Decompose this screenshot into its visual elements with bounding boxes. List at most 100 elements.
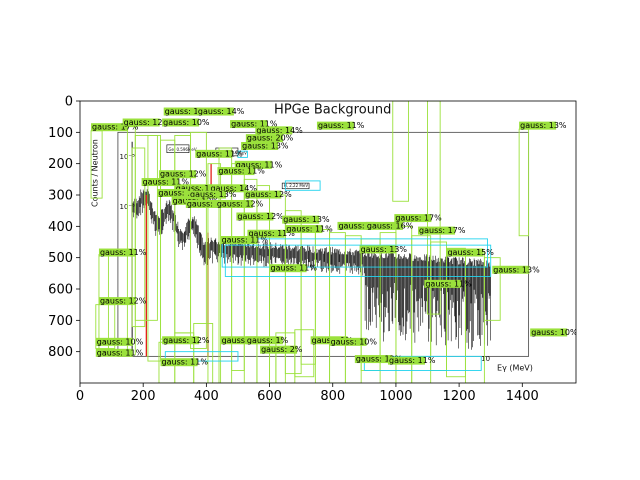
annotation-label: gauss: 12% <box>124 118 171 127</box>
annotation-label: gauss: 17% <box>395 214 442 223</box>
annotation-label-bg <box>188 190 226 199</box>
annotation-label-bg <box>230 120 268 129</box>
y-tick-label: 400 <box>48 220 73 235</box>
annotation-label: gauss: 10% <box>97 337 144 346</box>
annotation-label: gauss: 13% <box>158 189 205 198</box>
annotation-box <box>193 323 214 383</box>
x-tick-label: 1000 <box>379 389 412 404</box>
annotation-label-bg <box>255 126 293 135</box>
annotation-box <box>427 101 441 315</box>
annotation-label: gauss: 13% <box>520 121 567 130</box>
x-tick-label: 1400 <box>506 389 539 404</box>
x-tick-label: 200 <box>131 389 156 404</box>
annotation-label: gauss: 17% <box>92 123 139 132</box>
embedded-figure-tick-label: 10 <box>481 355 490 363</box>
annotation-label: gauss: 11% <box>222 236 269 245</box>
annotation-label-bg <box>241 142 279 150</box>
annotation-label-bg <box>260 345 298 354</box>
annotation-label: gauss: 12% <box>217 199 264 208</box>
annotation-label-bg <box>220 336 258 345</box>
annotation-label: gauss: 10% <box>163 118 210 127</box>
embedded-figure-xlabel: Eγ (MeV) <box>497 363 533 372</box>
annotation-label-bg <box>157 189 195 197</box>
annotation-label-bg <box>446 248 484 257</box>
annotation-label: gauss: 12% <box>100 297 147 306</box>
annotation-label: gauss: 15% <box>447 248 494 257</box>
annotation-label: gauss: 11% <box>271 264 318 273</box>
annotation-label-bg <box>244 190 282 199</box>
annotation-box <box>190 131 207 349</box>
annotation-label: gauss: 13% <box>493 265 540 274</box>
annotation-label-bg <box>185 199 223 208</box>
annotation-label: gauss: 12% <box>160 170 207 179</box>
annotation-label-bg <box>337 221 375 230</box>
annotation-label-bg <box>247 229 285 238</box>
annotation-label-bg <box>418 226 456 235</box>
annotation-label: gauss: 15% <box>165 107 212 116</box>
annotation-label: gauss: 1% <box>247 336 289 345</box>
annotation-label-bg <box>269 264 307 273</box>
annotation-label-bg <box>359 245 397 254</box>
x-tick-label: 600 <box>257 389 282 404</box>
annotation-label: gauss: 11% <box>236 160 283 169</box>
annotation-label-bg <box>234 160 272 169</box>
annotation-label: gauss: 11% <box>100 248 147 257</box>
y-tick-label: 700 <box>48 314 73 329</box>
annotation-label: gauss: 17% <box>419 226 466 235</box>
y-tick-label: 500 <box>48 251 73 266</box>
annotation-label-bg <box>95 337 133 346</box>
annotation-label: gauss: 11% <box>143 178 190 187</box>
x-axis: 0 200 400 600 800 1000 1200 1400 <box>76 383 539 404</box>
x-tick-label: 1200 <box>443 389 476 404</box>
detection-box <box>221 238 488 268</box>
embedded-figure: HPGe Background Counts / Neutron Eγ (MeV… <box>90 101 576 383</box>
annotation-label: gauss: 13% <box>242 142 289 151</box>
detection-box <box>164 351 239 362</box>
annotation-label-bg <box>329 337 367 346</box>
annotation-label-bg <box>310 336 348 345</box>
annotation-label-bg <box>492 265 530 274</box>
embedded-figure-frame <box>117 131 530 357</box>
axes-frame <box>79 100 577 384</box>
annotation-label-bg <box>245 336 283 345</box>
annotation-label: gauss: 13% <box>283 215 330 224</box>
peak-label-box <box>166 144 190 154</box>
annotation-label-bg <box>424 279 462 288</box>
embedded-figure-title: HPGe Background <box>274 103 391 118</box>
y-tick-label: 100 <box>48 126 73 141</box>
annotation-label-bg <box>282 215 320 224</box>
annotation-label: gauss: 13% <box>361 245 408 254</box>
annotation-label: gauss: 10% <box>331 337 378 346</box>
annotation-label-bg <box>245 134 283 143</box>
x-tick-label: 400 <box>194 389 219 404</box>
annotation-label-bg <box>91 123 129 132</box>
annotation-label-bg <box>196 107 234 116</box>
annotation-label: gauss: 16% <box>367 221 414 230</box>
annotation-label-bg <box>220 236 258 244</box>
annotation-label-bg <box>162 118 200 127</box>
annotation-label-bg <box>98 248 136 257</box>
y-tick-label: 200 <box>48 157 73 172</box>
annotation-label: gauss: 11% <box>286 225 333 234</box>
annotation-label-bg <box>98 297 136 306</box>
annotation-label: gauss: 12% <box>338 221 385 230</box>
annotation-label-bg <box>122 118 160 127</box>
annotation-label-bg <box>209 184 247 193</box>
annotation-label-bg <box>158 170 196 179</box>
x-tick-label: 0 <box>76 389 84 404</box>
annotation-label: gauss: 13% <box>176 184 223 193</box>
annotation-labels: gauss: 17%gauss: 12%gauss: 10%gauss: 15%… <box>91 107 576 367</box>
annotation-label: gauss: 11% <box>248 229 295 238</box>
annotation-box <box>131 147 146 328</box>
annotation-box <box>134 135 158 321</box>
peak-label: Ge, 0.596MeV <box>168 147 196 152</box>
annotation-label: gauss: 14% <box>256 126 303 135</box>
annotation-label: gauss: 11% <box>196 149 243 158</box>
annotation-label-bg <box>141 178 179 187</box>
annotation-box <box>207 163 222 383</box>
y-tick-label: 300 <box>48 189 73 204</box>
x-tick-label: 800 <box>320 389 345 404</box>
annotation-label: gauss: 13% <box>190 190 237 199</box>
annotation-label: gauss: 12% <box>222 336 269 345</box>
annotation-label: gauss: 11% <box>162 358 209 367</box>
